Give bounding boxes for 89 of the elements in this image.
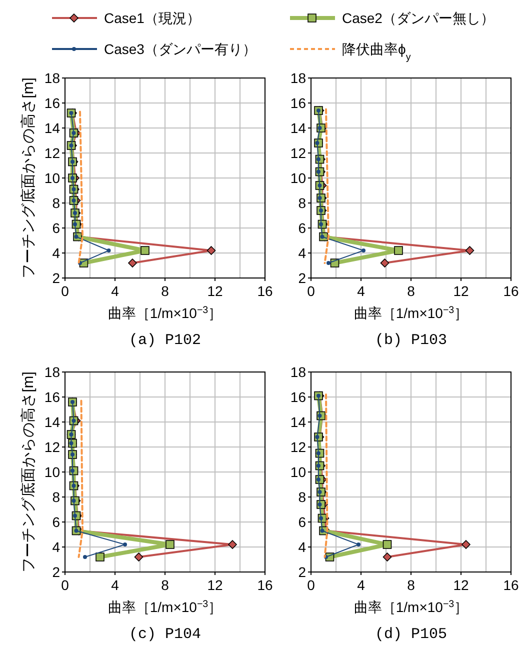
point	[106, 248, 111, 252]
text: (c) P104	[128, 626, 202, 643]
point	[128, 258, 137, 268]
point	[382, 540, 392, 549]
point	[123, 542, 127, 546]
y-tick-label: 2	[298, 270, 306, 286]
y-tick-label: 8	[52, 195, 60, 211]
x-tick-label: 8	[407, 577, 416, 593]
x-axis-title: 曲率［1/m×10$^{−3}$］	[108, 304, 222, 321]
y-tick-label: 12	[290, 145, 306, 161]
y-axis-title: フーチング底面からの高さ[m]	[20, 372, 37, 572]
x-tick-label: 12	[453, 577, 469, 593]
y-tick-label: 16	[44, 389, 60, 405]
y-tick-label: 4	[298, 245, 306, 261]
x-tick-label: 12	[207, 283, 223, 299]
x-tick-label: 16	[503, 577, 519, 593]
text: (a) P102	[128, 332, 202, 349]
x-axis-title: 曲率［1/m×10$^{−3}$］	[354, 598, 468, 615]
y-tick-label: 4	[52, 245, 60, 261]
legend-label: 降伏曲率ϕ$_{y}$	[342, 41, 411, 62]
x-tick-label: 0	[61, 283, 70, 299]
point	[228, 540, 237, 549]
x-tick-label: 12	[453, 283, 469, 299]
x-tick-label: 0	[61, 577, 70, 593]
x-tick-label: 4	[111, 283, 120, 299]
point	[134, 552, 144, 562]
y-tick-label: 8	[298, 195, 306, 211]
x-axis-title: 曲率［1/m×10$^{−3}$］	[354, 304, 468, 321]
x-tick-label: 16	[257, 577, 273, 593]
y-tick-label: 10	[44, 170, 60, 186]
text: (d) P105	[374, 626, 448, 643]
point	[206, 246, 216, 255]
y-tick-label: 6	[52, 514, 60, 530]
y-tick-label: 14	[290, 120, 306, 136]
y-tick-label: 14	[44, 414, 60, 430]
y-tick-label: 12	[44, 439, 60, 455]
x-tick-label: 0	[307, 577, 316, 593]
y-tick-label: 18	[290, 364, 306, 380]
y-tick-label: 18	[290, 70, 306, 86]
point	[326, 261, 330, 265]
x-tick-label: 4	[357, 577, 366, 593]
x-tick-label: 8	[407, 283, 416, 299]
y-tick-label: 10	[290, 464, 306, 480]
point	[83, 555, 87, 559]
y-tick-label: 4	[52, 539, 60, 555]
y-tick-label: 6	[298, 514, 306, 530]
point	[382, 552, 392, 562]
y-tick-label: 2	[52, 270, 60, 286]
x-tick-label: 4	[357, 283, 366, 299]
x-tick-label: 4	[111, 577, 120, 593]
x-tick-label: 16	[503, 283, 519, 299]
x-axis-title: 曲率［1/m×10$^{−3}$］	[108, 598, 222, 615]
y-tick-label: 6	[298, 220, 306, 236]
y-tick-label: 8	[298, 489, 306, 505]
x-tick-label: 12	[207, 577, 223, 593]
point	[465, 246, 474, 255]
legend-label: Case1（現況）	[104, 10, 200, 26]
x-tick-label: 16	[257, 283, 273, 299]
point	[462, 540, 470, 549]
point	[394, 246, 403, 255]
x-tick-label: 8	[161, 283, 170, 299]
point	[356, 542, 360, 546]
point	[96, 552, 104, 562]
point	[362, 248, 366, 252]
y-tick-label: 12	[290, 439, 306, 455]
legend-label: Case2（ダンパー無し）	[342, 10, 494, 26]
y-tick-label: 8	[52, 489, 60, 505]
text: (b) P103	[374, 332, 448, 349]
y-tick-label: 14	[290, 414, 306, 430]
y-tick-label: 4	[298, 539, 306, 555]
point	[380, 258, 390, 268]
y-tick-label: 16	[290, 95, 306, 111]
y-tick-label: 12	[44, 145, 60, 161]
y-tick-label: 16	[290, 389, 306, 405]
y-axis-title: フーチング底面からの高さ[m]	[20, 78, 37, 278]
y-tick-label: 10	[290, 170, 306, 186]
y-tick-label: 14	[44, 120, 60, 136]
y-tick-label: 2	[52, 564, 60, 580]
legend-label: Case3（ダンパー有り）	[104, 41, 256, 57]
y-tick-label: 10	[44, 464, 60, 480]
point	[140, 246, 150, 255]
point	[166, 540, 174, 549]
x-tick-label: 8	[161, 577, 170, 593]
y-tick-label: 18	[44, 70, 60, 86]
y-tick-label: 16	[44, 95, 60, 111]
y-tick-label: 18	[44, 364, 60, 380]
y-tick-label: 2	[298, 564, 306, 580]
y-tick-label: 6	[52, 220, 60, 236]
x-tick-label: 0	[307, 283, 316, 299]
